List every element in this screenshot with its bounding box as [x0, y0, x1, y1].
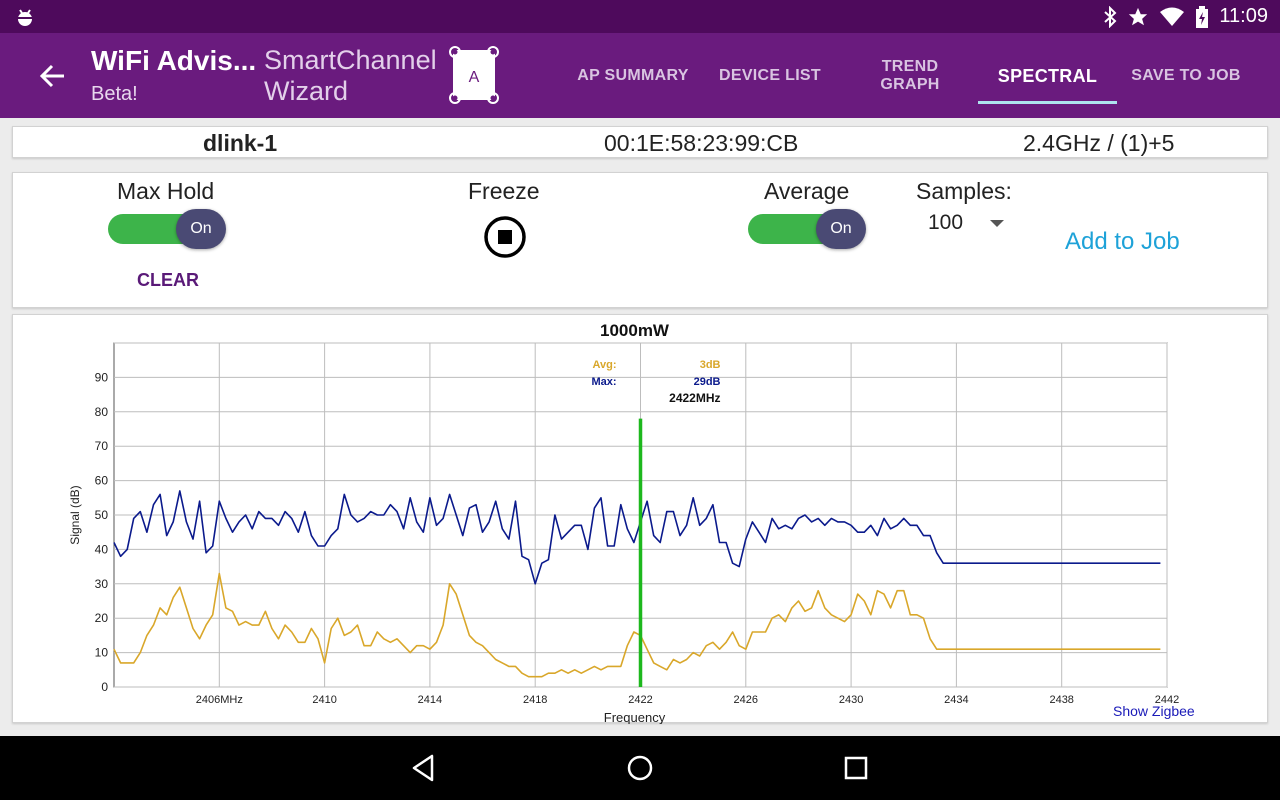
x-tick-label: 2418 — [523, 694, 547, 706]
network-ssid: dlink-1 — [203, 130, 278, 156]
nav-back-icon[interactable] — [406, 750, 442, 786]
cursor-max-label: Max: — [591, 376, 616, 388]
nav-home-icon[interactable] — [622, 750, 658, 786]
app-title: WiFi Advis... — [91, 45, 257, 76]
tab-ap-summary[interactable]: AP SUMMARY — [577, 66, 689, 84]
tab-save-to-job[interactable]: SAVE TO JOB — [1131, 66, 1241, 84]
cursor-frequency-label: 2422MHz — [669, 391, 720, 405]
samples-label: Samples: — [916, 178, 1012, 204]
cursor-max-value: 29dB — [694, 376, 721, 388]
tab-spectral[interactable]: SPECTRAL — [978, 33, 1117, 118]
x-tick-label: 2406MHz — [196, 694, 243, 706]
cursor-avg-label: Avg: — [592, 359, 616, 371]
freeze-label: Freeze — [468, 178, 540, 204]
tab-device-list[interactable]: DEVICE LIST — [719, 66, 821, 84]
x-tick-label: 2414 — [418, 694, 442, 706]
navigation-bar — [0, 736, 1280, 800]
freeze-stop-icon[interactable] — [483, 215, 527, 259]
wizard-label-line1: SmartChannel — [264, 45, 437, 75]
tab-trend-graph[interactable]: TREND GRAPH — [880, 57, 940, 93]
max-hold-label: Max Hold — [117, 178, 215, 204]
y-tick-label: 60 — [95, 474, 109, 488]
average-label: Average — [764, 178, 850, 204]
x-tick-label: 2426 — [734, 694, 758, 706]
wizard-label-line2: Wizard — [264, 76, 349, 106]
y-tick-label: 50 — [95, 508, 109, 522]
app-subtitle: Beta! — [91, 83, 138, 105]
status-clock: 11:09 — [1219, 5, 1268, 27]
y-tick-label: 30 — [95, 577, 109, 591]
network-bssid: 00:1E:58:23:99:CB — [604, 130, 799, 156]
wizard-icon-letter: A — [469, 69, 480, 86]
cursor-avg-value: 3dB — [700, 359, 721, 371]
y-tick-label: 70 — [95, 439, 109, 453]
y-tick-label: 40 — [95, 542, 109, 556]
bluetooth-icon — [1104, 5, 1117, 28]
chevron-down-icon — [990, 220, 1004, 227]
app-bar: WiFi Advis... Beta! SmartChannel Wizard … — [0, 33, 1280, 118]
wizard-icon[interactable]: A — [449, 46, 499, 104]
y-tick-label: 20 — [95, 611, 109, 625]
spectral-chart-panel: 0 10 20 30 40 50 60 70 80 90 2406MHz 2410 2414 2418 24… — [12, 314, 1268, 724]
x-tick-label: 2438 — [1049, 694, 1073, 706]
x-tick-label: 2434 — [944, 694, 968, 706]
samples-value: 100 — [928, 211, 964, 234]
battery-charging-icon — [1196, 5, 1209, 28]
spectral-chart: 0 10 20 30 40 50 60 70 80 90 2406MHz 2410 2414 2418 24… — [68, 321, 1179, 724]
max-series-line — [113, 490, 1161, 585]
average-knob: On — [816, 209, 866, 249]
spectral-controls-panel: Max Hold On CLEAR Freeze Average On Samp… — [12, 172, 1268, 308]
network-info-row: dlink-1 00:1E:58:23:99:CB 2.4GHz / (1)+5 — [12, 126, 1268, 158]
x-tick-label: 2442 — [1155, 694, 1179, 706]
y-tick-label: 0 — [101, 680, 108, 694]
status-bar: 11:09 — [0, 0, 1280, 33]
max-hold-toggle[interactable]: On — [108, 209, 226, 249]
x-tick-label: 2422 — [628, 694, 652, 706]
max-hold-knob: On — [176, 209, 226, 249]
add-to-job-link[interactable]: Add to Job — [1065, 228, 1180, 255]
star-icon — [1129, 7, 1148, 25]
chart-title: 1000mW — [600, 321, 670, 340]
clear-button[interactable]: CLEAR — [137, 270, 199, 290]
show-zigbee-link[interactable]: Show Zigbee — [1113, 703, 1195, 719]
x-tick-label: 2430 — [839, 694, 863, 706]
network-band: 2.4GHz / (1)+5 — [1023, 130, 1175, 156]
android-debug-icon — [18, 9, 32, 26]
back-arrow-icon[interactable] — [36, 59, 70, 93]
smartchannel-wizard-button[interactable]: SmartChannel Wizard — [264, 45, 437, 107]
y-axis-label: Signal (dB) — [68, 485, 82, 544]
wifi-icon — [1160, 7, 1185, 26]
y-tick-label: 10 — [95, 646, 109, 660]
y-tick-label: 80 — [95, 405, 109, 419]
nav-recents-icon[interactable] — [838, 750, 874, 786]
avg-series-line — [113, 572, 1161, 678]
average-toggle[interactable]: On — [748, 209, 866, 249]
y-tick-label: 90 — [95, 370, 109, 384]
x-tick-label: 2410 — [312, 694, 336, 706]
x-axis-label: Frequency — [604, 710, 666, 724]
